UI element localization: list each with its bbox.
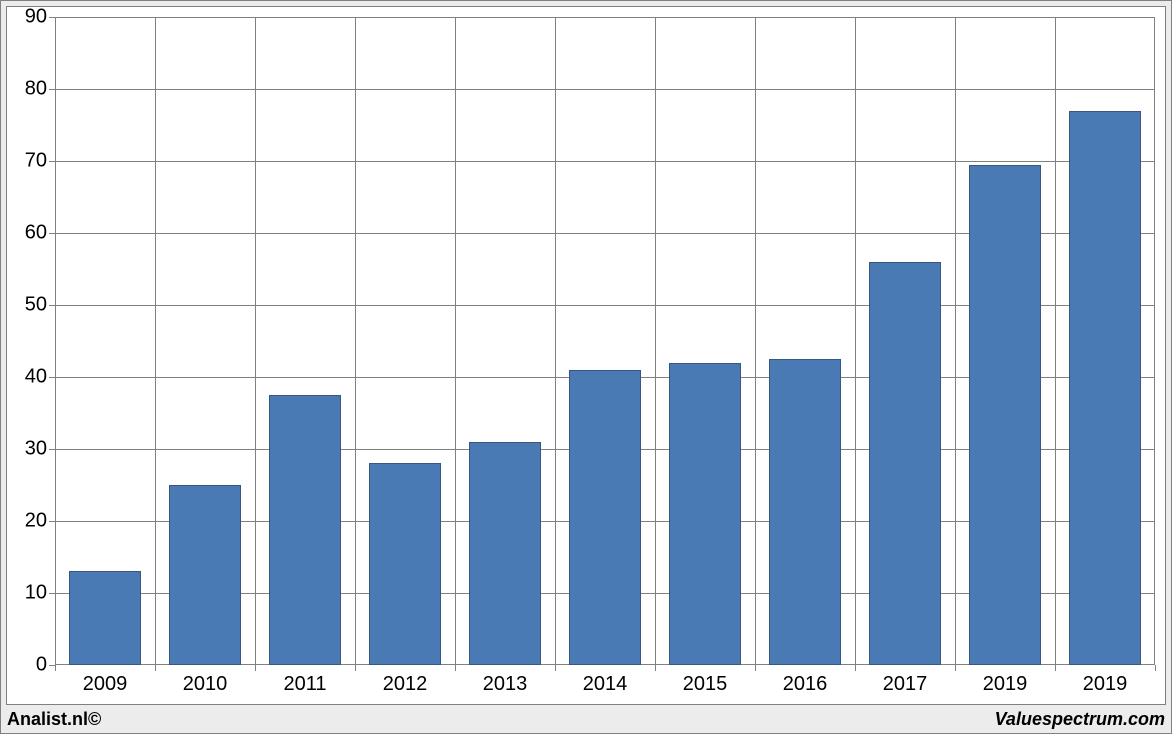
outer-frame: 0 10 20 30 40 50 60 70 80 90 2009 2010 2011 2012 2013 2… (0, 0, 1172, 734)
x-tick-label: 2014 (583, 665, 628, 696)
x-tick-mark (1055, 665, 1056, 671)
gridline-v (955, 17, 956, 665)
bar (369, 463, 441, 665)
x-tick-label: 2009 (83, 665, 128, 696)
x-tick-mark (1155, 665, 1156, 671)
y-tick-label: 10 (25, 582, 55, 605)
y-tick-label: 90 (25, 6, 55, 29)
gridline-h (55, 161, 1155, 162)
bar (269, 395, 341, 665)
gridline-h (55, 89, 1155, 90)
x-tick-label: 2017 (883, 665, 928, 696)
x-tick-mark (955, 665, 956, 671)
gridline-v (255, 17, 256, 665)
bar (869, 262, 941, 665)
x-tick-label: 2015 (683, 665, 728, 696)
footer-right-text: Valuespectrum.com (995, 709, 1165, 730)
bar (1069, 111, 1141, 665)
x-tick-mark (455, 665, 456, 671)
x-tick-mark (755, 665, 756, 671)
plot-area: 0102030405060708090200920102011201220132… (55, 17, 1155, 665)
x-tick-mark (355, 665, 356, 671)
gridline-h (55, 17, 1155, 18)
y-tick-label: 30 (25, 438, 55, 461)
x-tick-label: 2013 (483, 665, 528, 696)
gridline-v (555, 17, 556, 665)
bar (469, 442, 541, 665)
bar (69, 571, 141, 665)
y-tick-label: 70 (25, 150, 55, 173)
gridline-v (355, 17, 356, 665)
bar (669, 363, 741, 665)
y-tick-label: 40 (25, 366, 55, 389)
x-tick-mark (855, 665, 856, 671)
bar (169, 485, 241, 665)
gridline-v (155, 17, 156, 665)
x-tick-label: 2016 (783, 665, 828, 696)
x-tick-mark (655, 665, 656, 671)
x-tick-mark (555, 665, 556, 671)
footer-left-text: Analist.nl© (7, 709, 101, 730)
x-tick-mark (55, 665, 56, 671)
x-tick-mark (255, 665, 256, 671)
y-tick-label: 80 (25, 78, 55, 101)
x-tick-label: 2012 (383, 665, 428, 696)
gridline-v (455, 17, 456, 665)
gridline-v (755, 17, 756, 665)
chart-frame: 0 10 20 30 40 50 60 70 80 90 2009 2010 2011 2012 2013 2… (6, 6, 1166, 705)
y-tick-label: 20 (25, 510, 55, 533)
gridline-v (655, 17, 656, 665)
bar (769, 359, 841, 665)
x-tick-label: 2019 (1083, 665, 1128, 696)
x-tick-label: 2010 (183, 665, 228, 696)
x-tick-label: 2019 (983, 665, 1028, 696)
gridline-v (855, 17, 856, 665)
y-axis-line (55, 17, 56, 665)
gridline-v (1154, 17, 1155, 665)
gridline-v (1055, 17, 1056, 665)
bar (569, 370, 641, 665)
y-tick-label: 0 (36, 654, 55, 677)
x-tick-label: 2011 (283, 665, 326, 696)
y-tick-label: 60 (25, 222, 55, 245)
bar (969, 165, 1041, 665)
y-tick-label: 50 (25, 294, 55, 317)
x-tick-mark (155, 665, 156, 671)
